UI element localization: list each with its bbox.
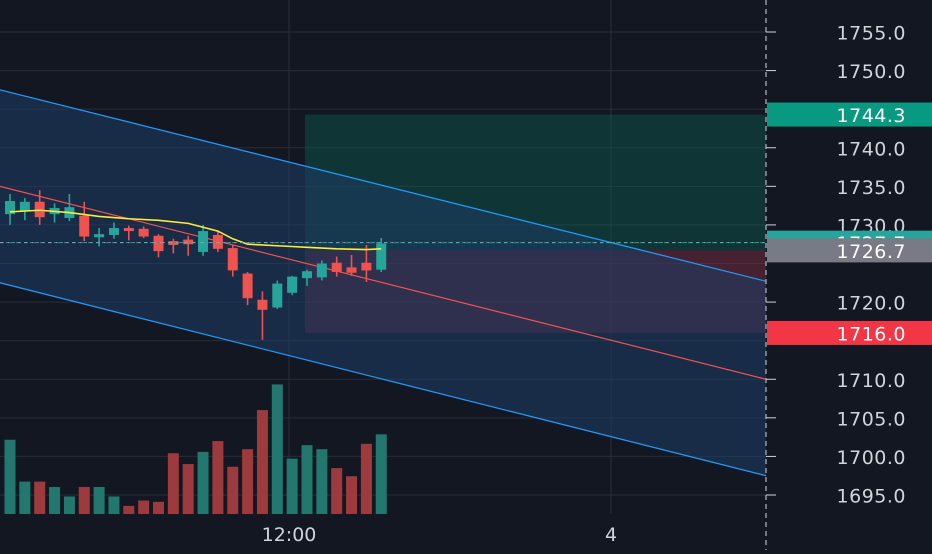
price-tick-label: 1720.0: [837, 293, 906, 315]
price-tick-label: 1755.0: [837, 23, 906, 45]
volume-bar: [167, 453, 179, 514]
candle-body: [94, 234, 105, 238]
volume-bar: [301, 445, 313, 514]
candle-body: [183, 239, 194, 245]
candle-body: [19, 201, 30, 212]
price-tick-label: 1695.0: [837, 486, 906, 508]
candle-body: [331, 262, 342, 272]
channel-lower-line: [0, 282, 767, 477]
volume-bar: [19, 481, 31, 514]
candle-body: [168, 241, 179, 245]
price-tick-label: 1705.0: [837, 408, 906, 430]
volume-bar: [4, 439, 16, 514]
price-axis[interactable]: 1755.01750.01740.01735.01730.01720.01710…: [766, 0, 932, 550]
candle-body: [242, 273, 253, 299]
price-tick-label: 1735.0: [837, 177, 906, 199]
volume-bar: [346, 476, 358, 514]
volume-bar: [227, 466, 239, 514]
volume-bar: [138, 500, 150, 514]
volume-bar: [93, 487, 105, 514]
candle-body: [138, 228, 149, 237]
price-tick-label: 1750.0: [837, 61, 906, 83]
volume-bar: [63, 496, 75, 514]
time-axis[interactable]: 12:00 4: [262, 524, 617, 546]
candle-body: [287, 276, 298, 293]
candle-body: [198, 231, 209, 252]
candle-body: [108, 228, 119, 235]
price-label-box: [767, 320, 932, 345]
volume-bar: [153, 501, 164, 514]
volume-bar: [34, 481, 46, 514]
candle-body: [272, 283, 283, 308]
volume-bar: [242, 449, 254, 514]
candles: [5, 190, 387, 340]
volume-bar: [49, 487, 61, 514]
volume-bar: [78, 487, 90, 514]
volume-bar: [108, 496, 120, 514]
ema-line: [9, 209, 382, 251]
candle-body: [5, 200, 15, 215]
volume-bars: [4, 384, 387, 514]
volume-bar: [182, 464, 194, 514]
volume-bar: [360, 443, 372, 514]
price-label-text: 1716.0: [837, 323, 906, 345]
price-axis-bg: [767, 0, 932, 550]
volume-bar: [197, 451, 209, 514]
candle-body: [346, 267, 357, 273]
candle-body: [376, 243, 387, 270]
volume-bar: [331, 468, 343, 514]
volume-bar: [123, 505, 135, 514]
ema-path: [9, 209, 382, 251]
time-tick-label: 4: [605, 524, 617, 546]
volume-bar: [286, 458, 298, 514]
candle-body: [123, 228, 134, 232]
candle-body: [153, 235, 164, 252]
price-label-box: [767, 238, 932, 263]
volume-bar: [256, 410, 268, 514]
channel-upper-line: [0, 89, 767, 282]
crosshair: [0, 0, 767, 550]
candle-body: [316, 263, 327, 278]
volume-bar: [316, 449, 328, 514]
price-label-text: 1744.3: [837, 105, 906, 127]
candle-body: [302, 271, 312, 279]
candle-body: [257, 299, 268, 310]
price-tick-label: 1740.0: [837, 138, 906, 160]
price-label-text: 1726.7: [837, 241, 906, 263]
time-tick-label: 12:00: [262, 524, 317, 546]
price-label-box: [767, 102, 932, 127]
volume-bar: [375, 434, 387, 514]
price-tick-label: 1700.0: [837, 447, 906, 469]
candle-body: [212, 234, 223, 249]
volume-bar: [271, 384, 283, 514]
candle-body: [79, 215, 90, 237]
candle-body: [227, 248, 238, 271]
volume-bar: [212, 441, 224, 514]
candle-body: [361, 262, 372, 271]
price-tick-label: 1710.0: [837, 370, 906, 392]
